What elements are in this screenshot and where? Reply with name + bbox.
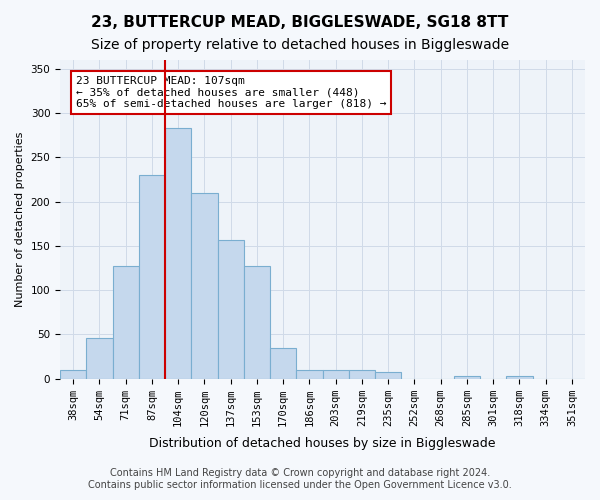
Bar (218, 240, 244, 378)
Bar (270, 348, 296, 378)
Bar (113, 266, 139, 378)
Bar (349, 370, 375, 378)
Text: Contains HM Land Registry data © Crown copyright and database right 2024.
Contai: Contains HM Land Registry data © Crown c… (88, 468, 512, 490)
Text: 23 BUTTERCUP MEAD: 107sqm
← 35% of detached houses are smaller (448)
65% of semi: 23 BUTTERCUP MEAD: 107sqm ← 35% of detac… (76, 76, 386, 109)
X-axis label: Distribution of detached houses by size in Biggleswade: Distribution of detached houses by size … (149, 437, 496, 450)
Y-axis label: Number of detached properties: Number of detached properties (15, 132, 25, 307)
Bar (244, 266, 270, 378)
Bar (139, 175, 165, 378)
Bar (454, 376, 480, 378)
Bar (506, 376, 533, 378)
Bar (165, 128, 191, 378)
Bar (375, 372, 401, 378)
Text: Size of property relative to detached houses in Biggleswade: Size of property relative to detached ho… (91, 38, 509, 52)
Bar (296, 370, 323, 378)
Bar (60, 370, 86, 378)
Bar (191, 193, 218, 378)
Bar (86, 338, 113, 378)
Bar (323, 370, 349, 378)
Text: 23, BUTTERCUP MEAD, BIGGLESWADE, SG18 8TT: 23, BUTTERCUP MEAD, BIGGLESWADE, SG18 8T… (91, 15, 509, 30)
